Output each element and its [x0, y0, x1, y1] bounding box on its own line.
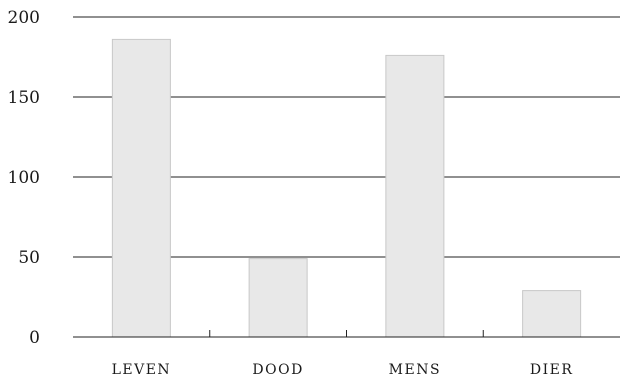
bar-mens: [385, 54, 445, 338]
bars: [111, 38, 582, 338]
bar-dood: [248, 258, 308, 338]
y-tick-label: 200: [8, 8, 40, 28]
y-tick-label: 100: [8, 168, 40, 188]
y-tick-labels: 0 50 100 150 200: [8, 8, 40, 348]
bar-dier: [522, 290, 582, 338]
bar-leven: [111, 38, 171, 338]
x-tick-labels: LEVEN DOOD MENS DIER: [112, 362, 574, 378]
y-tick-label: 0: [29, 328, 40, 348]
x-axis: [73, 330, 620, 338]
x-tick-label: MENS: [389, 362, 441, 378]
y-tick-label: 50: [18, 248, 40, 268]
x-tick-label: DIER: [530, 362, 574, 378]
x-tick-label: DOOD: [252, 362, 303, 378]
x-tick-label: LEVEN: [112, 362, 172, 378]
y-tick-label: 150: [8, 88, 40, 108]
